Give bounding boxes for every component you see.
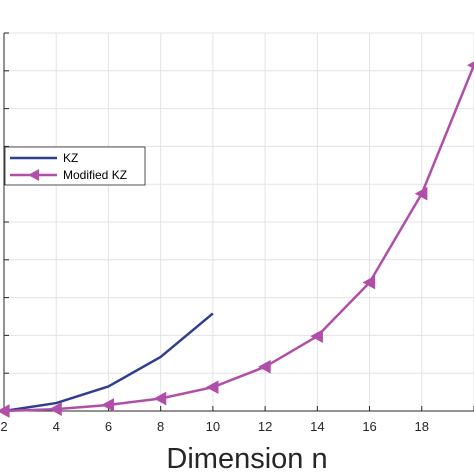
data-point-marker: [0, 404, 10, 418]
legend-label: Modified KZ: [63, 168, 127, 182]
legend-marker: [28, 169, 40, 181]
series-line-kz: [3, 312, 214, 413]
x-tick-label: 6: [105, 419, 112, 434]
data-point-marker: [414, 186, 428, 201]
data-point-marker: [153, 391, 167, 406]
x-axis-label: Dimension n: [166, 443, 327, 474]
legend-label: KZ: [63, 151, 78, 165]
x-tick-label: 4: [53, 419, 60, 434]
x-tick-label: 2: [0, 419, 7, 434]
data-point-marker: [362, 275, 376, 290]
series-line-modified-kz: [3, 64, 474, 413]
data-point-marker: [310, 329, 323, 343]
series-layer: [0, 61, 474, 418]
data-point-marker: [258, 359, 271, 374]
data-point-marker: [205, 380, 219, 395]
data-point-marker: [49, 402, 62, 416]
x-tick-label: 14: [310, 419, 324, 434]
legend-box: [4, 146, 146, 186]
legend: KZ Modified KZ: [4, 146, 146, 186]
x-tick-label: 8: [157, 419, 164, 434]
x-tick-label: 18: [415, 419, 429, 434]
data-point-marker: [101, 398, 115, 412]
x-tick-label: 10: [206, 419, 220, 434]
x-tick-label: 12: [258, 419, 272, 434]
x-tick-labels: 2 4 6 8 10 12 14 16 18: [0, 419, 429, 434]
x-tick-label: 16: [362, 419, 376, 434]
